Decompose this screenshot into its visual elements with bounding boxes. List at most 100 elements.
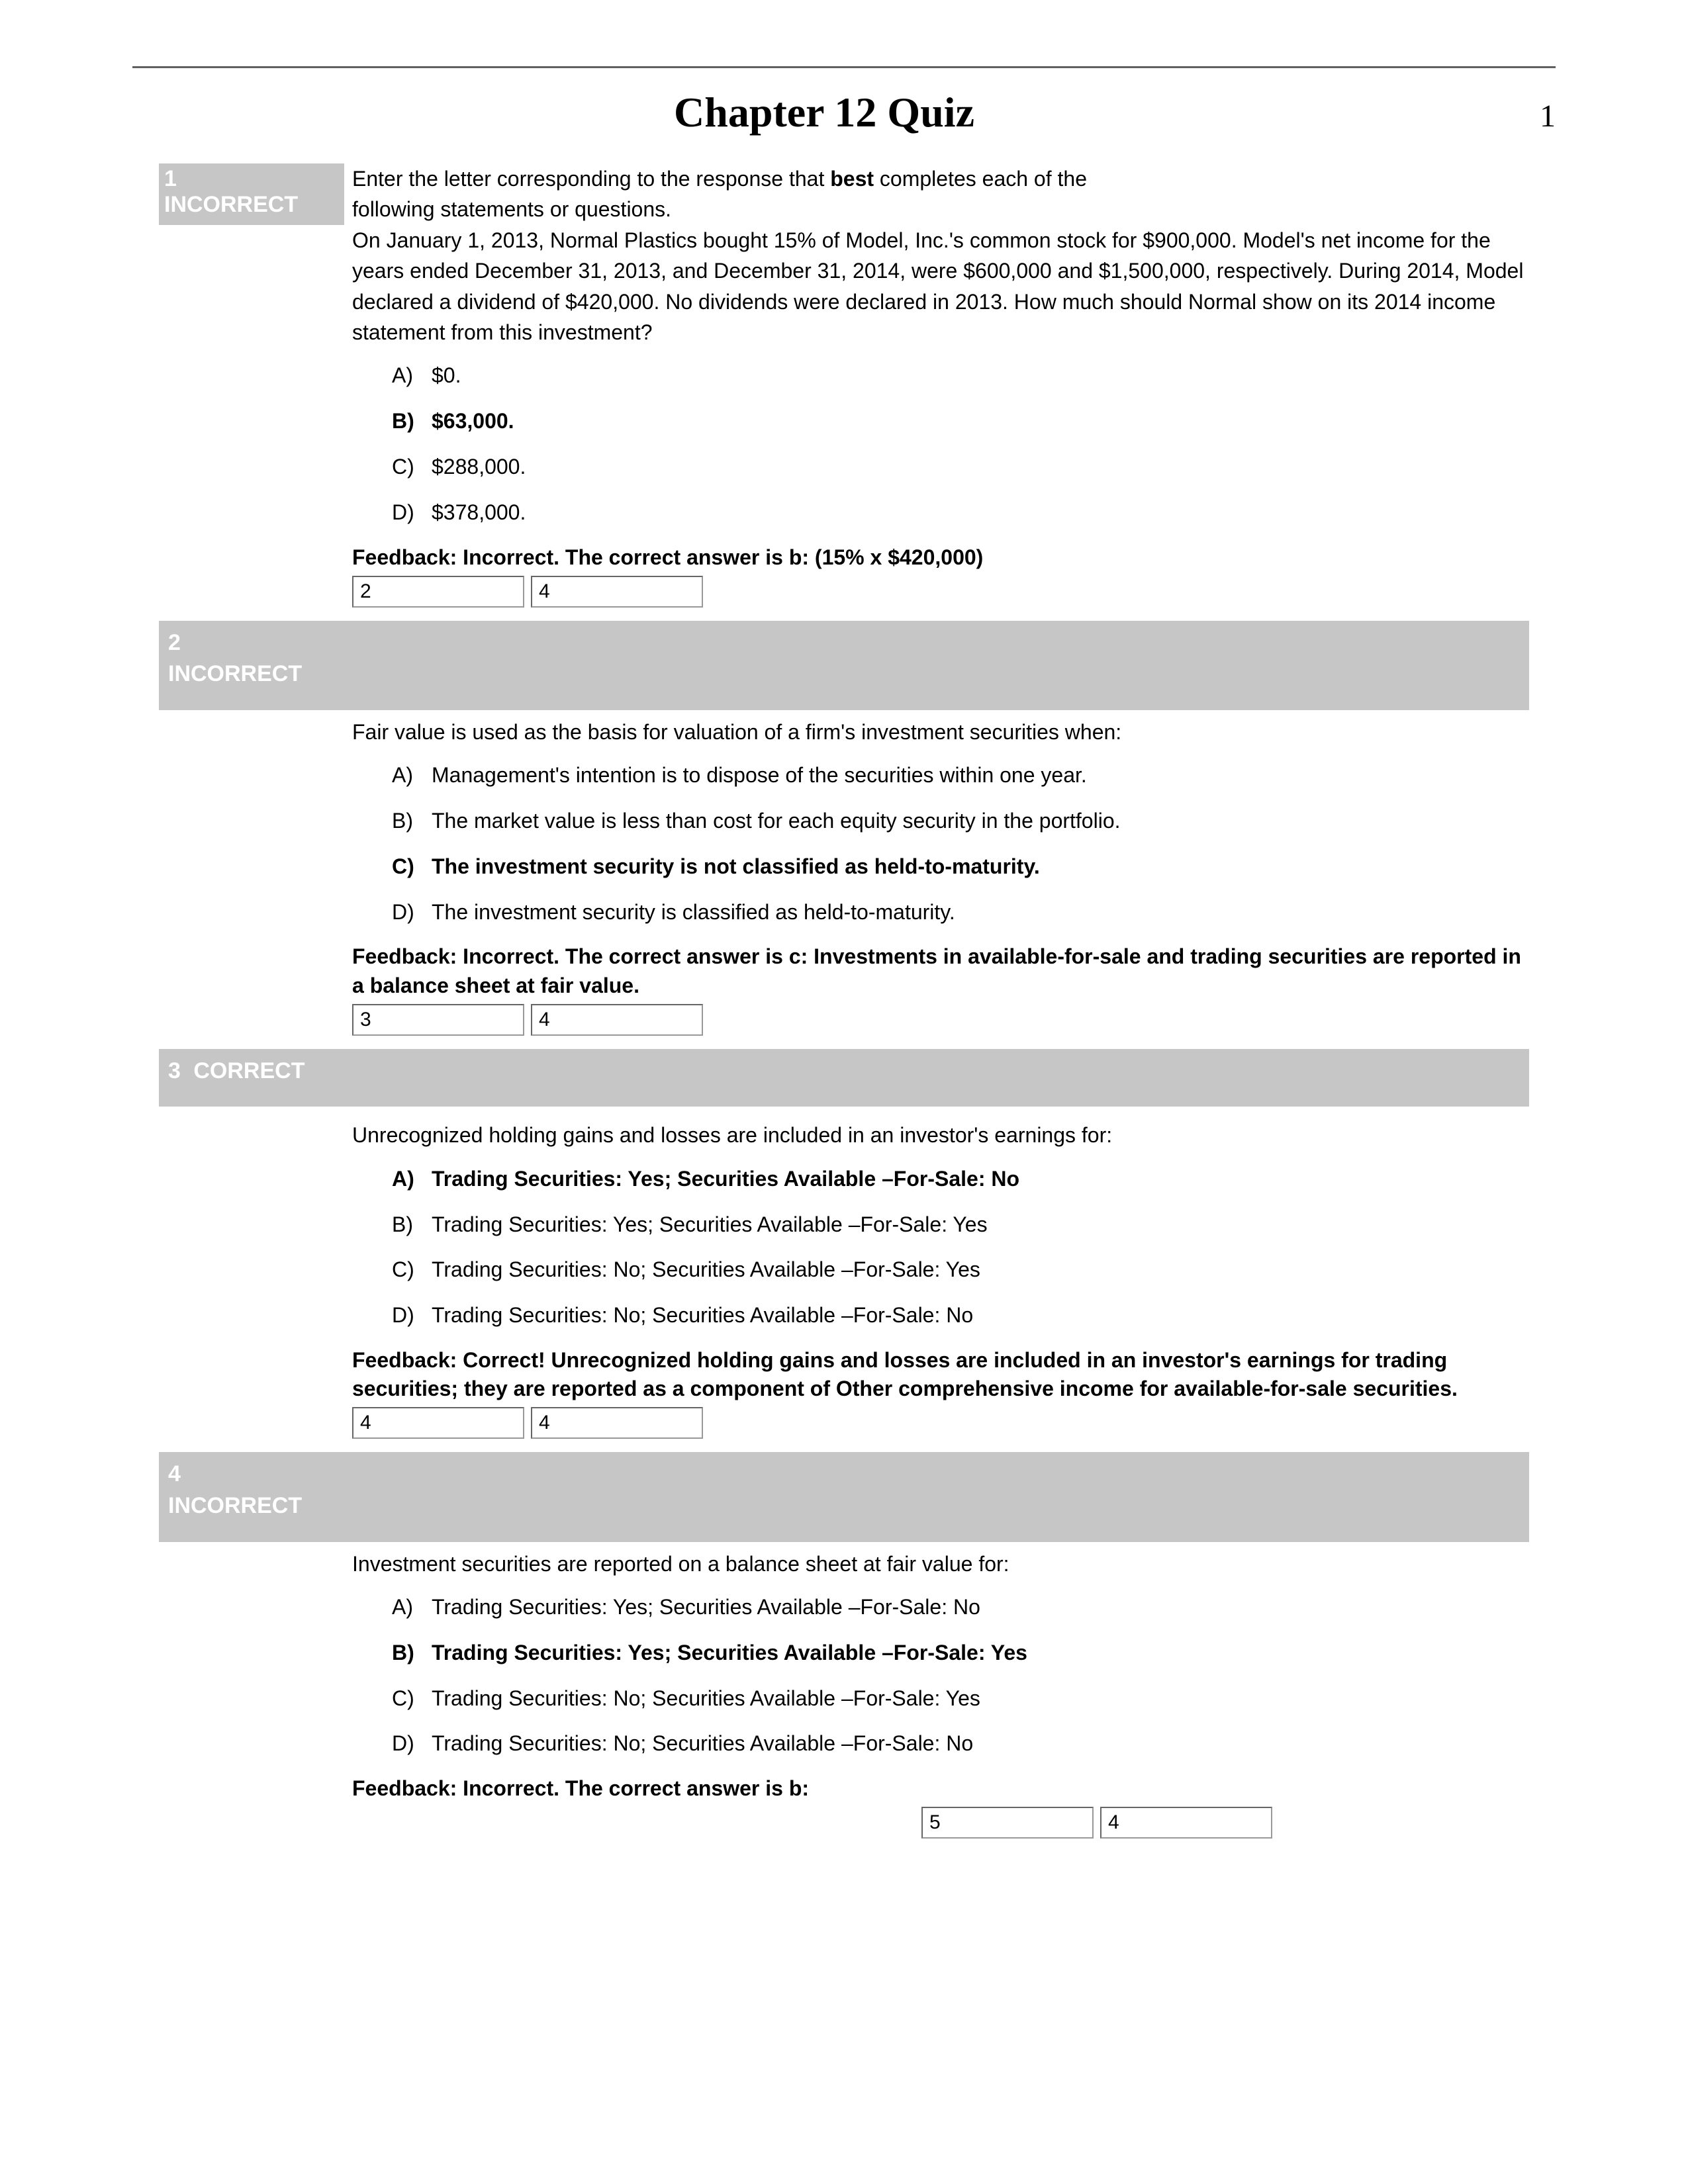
- q2-choice-d: D)The investment security is classified …: [392, 897, 1529, 927]
- choice-text: Trading Securities: Yes; Securities Avai…: [432, 1592, 980, 1622]
- choice-label: B): [392, 406, 432, 436]
- q2-input-1[interactable]: [352, 1004, 524, 1036]
- q1-status: INCORRECT: [164, 192, 298, 217]
- choice-text: Trading Securities: No; Securities Avail…: [432, 1255, 980, 1285]
- q1-choices: A)$0. B)$63,000. C)$288,000. D)$378,000.: [392, 361, 1529, 527]
- quiz-intro: Enter the letter corresponding to the re…: [344, 163, 1529, 225]
- q1-prompt: On January 1, 2013, Normal Plastics boug…: [352, 225, 1529, 348]
- question-3: 3 CORRECT Unrecognized holding gains and…: [159, 1049, 1529, 1439]
- q4-number: 4: [168, 1461, 181, 1486]
- top-rule: [132, 66, 1556, 68]
- choice-label: A): [392, 1592, 432, 1622]
- q4-status: INCORRECT: [168, 1493, 302, 1518]
- q3-inputs: [352, 1407, 1529, 1439]
- header: Chapter 12 Quiz 1: [132, 88, 1556, 137]
- choice-text: Trading Securities: Yes; Securities Avai…: [432, 1164, 1019, 1194]
- choice-text: Trading Securities: Yes; Securities Avai…: [432, 1210, 988, 1240]
- q3-body: Unrecognized holding gains and losses ar…: [352, 1120, 1529, 1439]
- q2-input-2[interactable]: [531, 1004, 703, 1036]
- q4-choice-c: C)Trading Securities: No; Securities Ava…: [392, 1684, 1529, 1713]
- intro-pre: Enter the letter corresponding to the re…: [352, 167, 830, 191]
- q4-choice-a: A)Trading Securities: Yes; Securities Av…: [392, 1592, 1529, 1622]
- question-2: 2 INCORRECT Fair value is used as the ba…: [159, 621, 1529, 1036]
- choice-label: D): [392, 1300, 432, 1330]
- intro-bold: best: [830, 167, 874, 191]
- q4-status-badge: 4 INCORRECT: [159, 1452, 1529, 1541]
- choice-text: Management's intention is to dispose of …: [432, 760, 1087, 790]
- choice-text: The investment security is not classifie…: [432, 852, 1040, 882]
- q3-choices: A)Trading Securities: Yes; Securities Av…: [392, 1164, 1529, 1330]
- choice-label: C): [392, 1684, 432, 1713]
- choice-label: C): [392, 452, 432, 482]
- q2-choice-b: B)The market value is less than cost for…: [392, 806, 1529, 836]
- q4-choices: A)Trading Securities: Yes; Securities Av…: [392, 1592, 1529, 1758]
- choice-text: The market value is less than cost for e…: [432, 806, 1121, 836]
- q4-feedback: Feedback: Incorrect. The correct answer …: [352, 1774, 1529, 1803]
- choice-label: B): [392, 1210, 432, 1240]
- q4-body: Investment securities are reported on a …: [352, 1549, 1529, 1839]
- q1-input-2[interactable]: [531, 576, 703, 608]
- intro-line2: following statements or questions.: [352, 197, 671, 221]
- q2-choices: A)Management's intention is to dispose o…: [392, 760, 1529, 927]
- q1-choice-d: D)$378,000.: [392, 498, 1529, 527]
- q1-choice-a: A)$0.: [392, 361, 1529, 390]
- q3-choice-a: A)Trading Securities: Yes; Securities Av…: [392, 1164, 1529, 1194]
- choice-text: Trading Securities: No; Securities Avail…: [432, 1729, 973, 1758]
- q1-status-badge: 1 INCORRECT: [159, 163, 344, 225]
- choice-text: The investment security is classified as…: [432, 897, 955, 927]
- q3-choice-d: D)Trading Securities: No; Securities Ava…: [392, 1300, 1529, 1330]
- q3-input-2[interactable]: [531, 1407, 703, 1439]
- page-title: Chapter 12 Quiz: [132, 88, 1516, 137]
- q4-prompt: Investment securities are reported on a …: [352, 1549, 1529, 1579]
- question-4: 4 INCORRECT Investment securities are re…: [159, 1452, 1529, 1839]
- intro-post: completes each of the: [874, 167, 1087, 191]
- q4-choice-d: D)Trading Securities: No; Securities Ava…: [392, 1729, 1529, 1758]
- q2-number: 2: [168, 630, 181, 655]
- choice-text: Trading Securities: Yes; Securities Avai…: [432, 1638, 1027, 1668]
- q1-input-1[interactable]: [352, 576, 524, 608]
- q3-input-1[interactable]: [352, 1407, 524, 1439]
- q1-body: On January 1, 2013, Normal Plastics boug…: [352, 225, 1529, 608]
- q4-input-2[interactable]: [1100, 1807, 1272, 1839]
- q3-status: CORRECT: [193, 1058, 305, 1083]
- q1-inputs: [352, 576, 1529, 608]
- quiz-area: 1 INCORRECT Enter the letter correspondi…: [159, 163, 1529, 1839]
- choice-label: C): [392, 1255, 432, 1285]
- choice-label: D): [392, 498, 432, 527]
- choice-text: $378,000.: [432, 498, 526, 527]
- q2-status-badge: 2 INCORRECT: [159, 621, 1529, 710]
- choice-text: Trading Securities: No; Securities Avail…: [432, 1300, 973, 1330]
- q2-body: Fair value is used as the basis for valu…: [352, 717, 1529, 1036]
- choice-label: D): [392, 897, 432, 927]
- choice-label: B): [392, 1638, 432, 1668]
- question-1: 1 INCORRECT Enter the letter correspondi…: [159, 163, 1529, 608]
- choice-label: A): [392, 760, 432, 790]
- q3-feedback: Feedback: Correct! Unrecognized holding …: [352, 1346, 1529, 1403]
- q2-prompt: Fair value is used as the basis for valu…: [352, 717, 1529, 747]
- q1-feedback: Feedback: Incorrect. The correct answer …: [352, 543, 1529, 572]
- q1-choice-b: B)$63,000.: [392, 406, 1529, 436]
- q3-prompt: Unrecognized holding gains and losses ar…: [352, 1120, 1529, 1150]
- choice-label: A): [392, 361, 432, 390]
- choice-text: $0.: [432, 361, 461, 390]
- choice-label: A): [392, 1164, 432, 1194]
- q1-choice-c: C)$288,000.: [392, 452, 1529, 482]
- choice-text: $63,000.: [432, 406, 514, 436]
- q4-choice-b: B)Trading Securities: Yes; Securities Av…: [392, 1638, 1529, 1668]
- page: Chapter 12 Quiz 1 1 INCORRECT Enter the …: [0, 0, 1688, 1839]
- q2-inputs: [352, 1004, 1529, 1036]
- q3-number: 3: [168, 1058, 181, 1083]
- choice-label: C): [392, 852, 432, 882]
- q2-feedback: Feedback: Incorrect. The correct answer …: [352, 942, 1529, 999]
- q2-status: INCORRECT: [168, 661, 302, 686]
- q1-number: 1: [164, 166, 177, 191]
- choice-label: D): [392, 1729, 432, 1758]
- q4-inputs: [921, 1807, 1529, 1839]
- choice-label: B): [392, 806, 432, 836]
- q2-choice-a: A)Management's intention is to dispose o…: [392, 760, 1529, 790]
- q4-input-1[interactable]: [921, 1807, 1094, 1839]
- q3-choice-c: C)Trading Securities: No; Securities Ava…: [392, 1255, 1529, 1285]
- choice-text: Trading Securities: No; Securities Avail…: [432, 1684, 980, 1713]
- q2-choice-c: C)The investment security is not classif…: [392, 852, 1529, 882]
- choice-text: $288,000.: [432, 452, 526, 482]
